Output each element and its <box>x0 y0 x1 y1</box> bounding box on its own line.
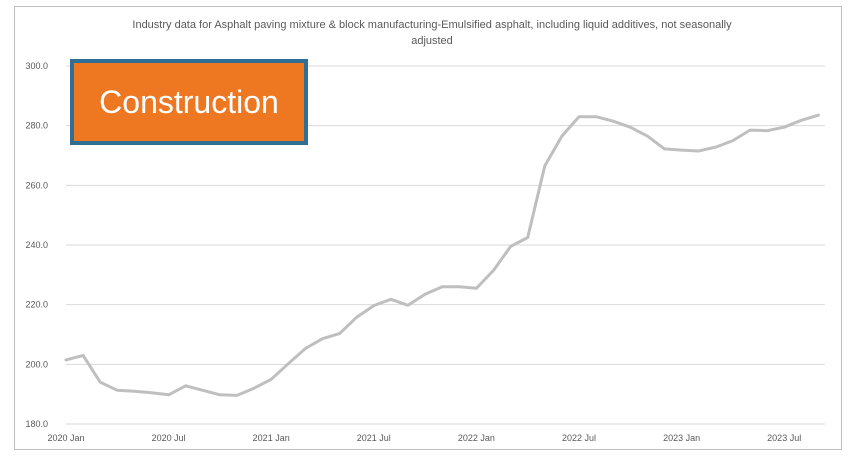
construction-badge: Construction <box>70 59 308 145</box>
x-tick-label: 2020 Jan <box>47 433 84 443</box>
x-tick-label: 2021 Jan <box>253 433 290 443</box>
y-tick-label: 220.0 <box>25 300 48 310</box>
x-tick-label: 2023 Jul <box>767 433 801 443</box>
series-line <box>64 113 820 397</box>
x-tick-label: 2021 Jul <box>357 433 391 443</box>
y-tick-label: 300.0 <box>25 61 48 71</box>
x-tick-label: 2022 Jul <box>562 433 596 443</box>
badge-label: Construction <box>99 83 279 120</box>
y-tick-label: 180.0 <box>25 419 48 429</box>
x-tick-label: 2022 Jan <box>458 433 495 443</box>
y-tick-label: 240.0 <box>25 240 48 250</box>
y-tick-label: 200.0 <box>25 359 48 369</box>
chart-title-line-2: adjusted <box>411 35 453 47</box>
x-tick-label: 2023 Jan <box>663 433 700 443</box>
x-tick-label: 2020 Jul <box>152 433 186 443</box>
chart-title-line-1: Industry data for Asphalt paving mixture… <box>132 19 732 31</box>
y-tick-label: 280.0 <box>25 121 48 131</box>
y-tick-label: 260.0 <box>25 180 48 190</box>
